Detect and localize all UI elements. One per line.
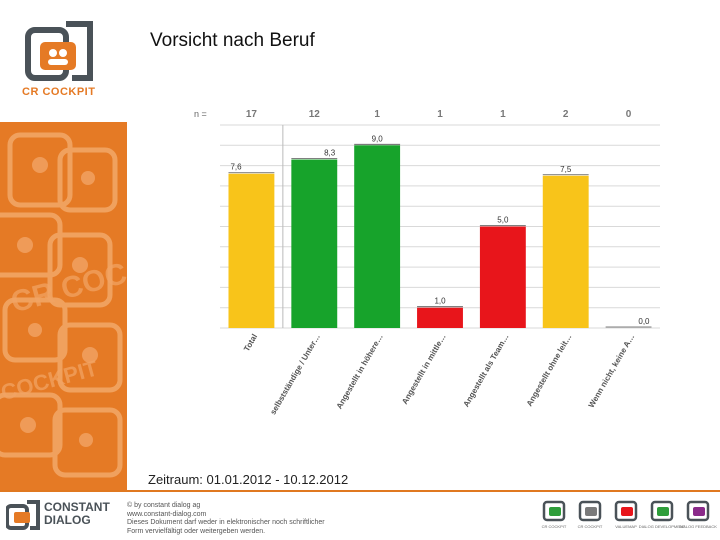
n-value: 17 <box>246 109 258 120</box>
n-value: 0 <box>626 109 632 120</box>
category-label: selbstständige / Unter… <box>268 333 322 417</box>
footer-rule <box>0 490 720 492</box>
category-label: Angestellt in mittle… <box>400 333 448 406</box>
data-label: 5,0 <box>497 216 509 225</box>
bar <box>354 145 401 328</box>
data-label: 1,0 <box>434 297 446 306</box>
n-value: 12 <box>309 109 321 120</box>
n-value: 2 <box>563 109 569 120</box>
footer-logo-line-1: CONSTANT <box>44 500 110 514</box>
product-logo-label: DIALOG DEVELOPMENT <box>639 524 686 529</box>
constant-dialog-logo: CONSTANT DIALOG <box>44 501 110 527</box>
product-logo: DIALOG DEVELOPMENT <box>639 500 686 529</box>
footer-logo-line-2: DIALOG <box>44 513 91 527</box>
product-logo: DIALOG FEEDBACK <box>679 500 717 529</box>
product-logo: VALUEMAP <box>614 500 638 529</box>
product-logo: CR COCKPIT <box>542 500 567 529</box>
logo-text: CR COCKPIT <box>22 86 96 98</box>
product-logo-label: VALUEMAP <box>615 524 637 529</box>
n-value: 1 <box>500 109 506 120</box>
bar <box>479 226 526 328</box>
product-logo-frame <box>650 500 674 522</box>
n-label: n = <box>194 109 207 119</box>
product-logo-label: CR COCKPIT <box>542 524 567 529</box>
product-logo-frame <box>578 500 602 522</box>
bar <box>228 173 275 328</box>
footer-line-notice-1: Dieses Dokument darf weder in elektronis… <box>127 519 325 526</box>
footer-line-notice-2: Form vervielfältigt oder weitergeben wer… <box>127 527 266 535</box>
data-label: 9,0 <box>372 134 384 143</box>
category-label: Angestellt in höhere… <box>335 333 385 411</box>
product-logos: CR COCKPIT CR COCKPIT VALUEMAP DIALOG DEVEL… <box>542 500 717 529</box>
product-logo: CR COCKPIT <box>578 500 603 529</box>
product-logo-label: CR COCKPIT <box>578 524 603 529</box>
data-label: 0,0 <box>638 317 650 326</box>
category-label: Angestellt ohne leit… <box>525 333 574 408</box>
bar <box>417 307 463 328</box>
data-label: 7,5 <box>560 165 572 174</box>
bar <box>291 159 338 328</box>
product-logo-fill <box>657 507 669 516</box>
category-label: Wenn nicht, keine A… <box>587 333 637 410</box>
product-logo-frame <box>686 500 710 522</box>
product-logo-fill <box>549 507 561 516</box>
product-logo-fill <box>693 507 705 516</box>
footer-legal: © by constant dialog ag www.constant-dia… <box>127 502 325 536</box>
category-label: Total <box>242 333 259 354</box>
data-label: 7,6 <box>230 163 242 172</box>
n-value: 1 <box>437 109 443 120</box>
product-logo-frame <box>614 500 638 522</box>
footer: CONSTANT DIALOG © by constant dialog ag … <box>0 490 720 540</box>
product-logo-fill <box>621 507 633 516</box>
footer-line-copyright: © by constant dialog ag <box>127 502 201 509</box>
page-title: Vorsicht nach Beruf <box>150 30 315 51</box>
cr-cockpit-logo: CR COCKPIT <box>0 0 127 122</box>
time-period: Zeitraum: 01.01.2012 - 10.12.2012 <box>148 472 349 487</box>
bar <box>542 175 589 328</box>
data-label: 8,3 <box>324 149 336 158</box>
sidebar-decoration: CR COC COCKPIT CR COCKPIT <box>0 0 127 490</box>
sidebar-pattern: CR COC COCKPIT <box>0 122 127 490</box>
footer-line-website: www.constant-dialog.com <box>127 510 207 518</box>
product-logo-frame <box>542 500 566 522</box>
cr-cockpit-logo-icon <box>25 21 93 81</box>
n-value: 1 <box>374 109 380 120</box>
constant-dialog-logo-icon <box>6 500 40 530</box>
category-label: Angestellt als Team… <box>462 333 511 409</box>
product-logo-fill <box>585 507 597 516</box>
product-logo-label: DIALOG FEEDBACK <box>679 524 717 529</box>
